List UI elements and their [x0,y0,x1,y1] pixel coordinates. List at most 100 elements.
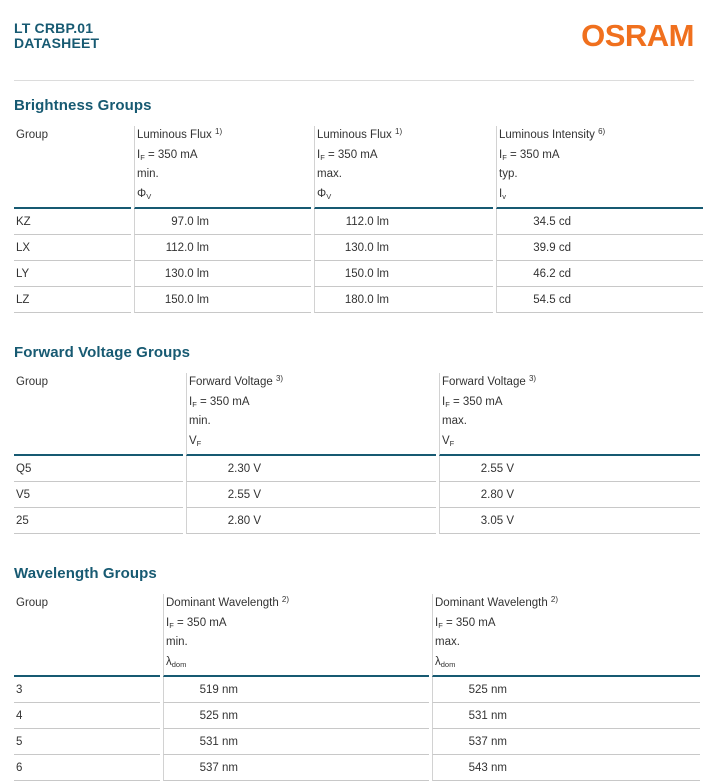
column-header: Forward Voltage 3) IF = 350 mA max. VF [439,373,700,456]
value-cell: 2.55 V [439,456,700,482]
value-cell: 2.55 V [186,482,436,508]
value-cell: 2.80 V [439,482,700,508]
brightness-groups-table: Group Luminous Flux 1) IF = 350 mA min. ΦV Lu… [11,126,706,313]
symbol-subscript: F [196,438,202,448]
limit-label: min. [137,168,159,180]
table-row: LX 112.0 lm 130.0 lm 39.9 cd [14,235,703,261]
symbol-base: I [189,395,193,408]
value-cell: 525 nm [163,703,429,729]
section-forward-voltage-groups: Forward Voltage Groups Group Forward Volta… [14,344,700,534]
test-condition-line: IF = 350 mA [166,614,429,634]
limit-label: max. [435,636,460,648]
value-cell: 112.0 lm [134,235,311,261]
footnote-marker: 3) [275,374,284,383]
column-title-line: Forward Voltage 3) [189,373,436,393]
value-cell: 130.0 lm [314,235,493,261]
condition-value: = 350 mA [328,148,378,161]
footnote-marker: 2) [550,595,559,604]
column-header: Luminous Flux 1) IF = 350 mA max. ΦV [314,126,493,209]
limit-label: max. [442,415,467,427]
table-row: V5 2.55 V 2.80 V [14,482,700,508]
group-cell: 6 [14,755,160,781]
symbol-base: I [137,148,141,161]
value-cell: 130.0 lm [134,261,311,287]
column-header: Forward Voltage 3) IF = 350 mA min. VF [186,373,436,456]
test-condition-line: IF = 350 mA [189,393,436,413]
value-cell: 531 nm [163,729,429,755]
table-row: KZ 97.0 lm 112.0 lm 34.5 cd [14,209,703,235]
limit-label: min. [166,636,188,648]
value-cell: 537 nm [432,729,700,755]
measurement-value: 531 nm [199,736,238,748]
footnote-marker: 2) [281,595,290,604]
column-title: Forward Voltage [442,376,526,388]
section-title: Forward Voltage Groups [14,344,191,361]
group-cell: 5 [14,729,160,755]
column-title: Dominant Wavelength [166,597,279,609]
value-cell: 150.0 lm [134,287,311,313]
measurement-value: 54.5 cd [533,294,571,306]
header-row: Group Dominant Wavelength 2) IF = 350 mA mi… [14,594,700,677]
measurement-value: 112.0 lm [345,216,389,228]
limit-label: max. [317,168,342,180]
symbol-base: V [442,434,450,447]
column-title-line: Luminous Intensity 6) [499,126,703,146]
group-cell: KZ [14,209,131,235]
column-header: Luminous Intensity 6) IF = 350 mA typ. Iv [496,126,703,209]
section-title: Brightness Groups [14,97,152,114]
measurement-value: 525 nm [199,710,238,722]
measurement-value: 46.2 cd [533,268,571,280]
condition-value: = 350 mA [446,616,496,629]
measurement-value: 2.80 V [227,515,261,527]
measurement-value: 39.9 cd [533,242,571,254]
table-row: LY 130.0 lm 150.0 lm 46.2 cd [14,261,703,287]
measurement-value: 3.05 V [480,515,514,527]
group-cell: V5 [14,482,183,508]
table-row: 4 525 nm 531 nm [14,703,700,729]
section-brightness-groups: Brightness Groups Group Luminous Flux 1) IF… [14,97,703,313]
symbol-subscript: F [502,152,507,162]
group-cell: 3 [14,677,160,703]
column-header: Dominant Wavelength 2) IF = 350 mA min. λdo… [163,594,429,677]
quantity-symbol: ΦV [317,185,493,205]
symbol-base: I [435,616,439,629]
column-title-line: Dominant Wavelength 2) [435,594,700,614]
column-title-line: Dominant Wavelength 2) [166,594,429,614]
group-cell: Q5 [14,456,183,482]
measurement-value: 537 nm [468,736,507,748]
measurement-value: 537 nm [199,762,238,774]
symbol-base: I [166,616,170,629]
value-cell: 537 nm [163,755,429,781]
column-title-line: Luminous Flux 1) [317,126,493,146]
quantity-symbol: λdom [435,653,700,673]
condition-value: = 350 mA [148,148,198,161]
group-column-header: Group [14,594,160,677]
column-title: Luminous Flux [317,129,392,141]
measurement-value: 130.0 lm [344,242,389,254]
measurement-value: 543 nm [468,762,507,774]
table-row: 6 537 nm 543 nm [14,755,700,781]
column-title: Luminous Flux [137,129,212,141]
quantity-symbol: Iv [499,185,703,205]
value-cell: 46.2 cd [496,261,703,287]
measurement-value: 150.0 lm [344,268,389,280]
header-divider [14,80,694,81]
symbol-base: I [499,187,503,200]
symbol-subscript: F [320,152,325,162]
symbol-base: V [189,434,197,447]
value-cell: 2.30 V [186,456,436,482]
symbol-base: Φ [317,187,327,200]
symbol-base: λ [166,655,172,668]
measurement-value: 150.0 lm [164,294,209,306]
measurement-value: 525 nm [468,684,507,696]
value-cell: 543 nm [432,755,700,781]
footnote-marker: 3) [528,374,537,383]
column-title: Luminous Intensity [499,129,595,141]
test-condition-line: IF = 350 mA [317,146,493,166]
value-cell: 97.0 lm [134,209,311,235]
footnote-marker: 1) [395,127,403,136]
measurement-value: 2.30 V [227,463,261,475]
group-cell: 25 [14,508,183,534]
value-cell: 2.80 V [186,508,436,534]
